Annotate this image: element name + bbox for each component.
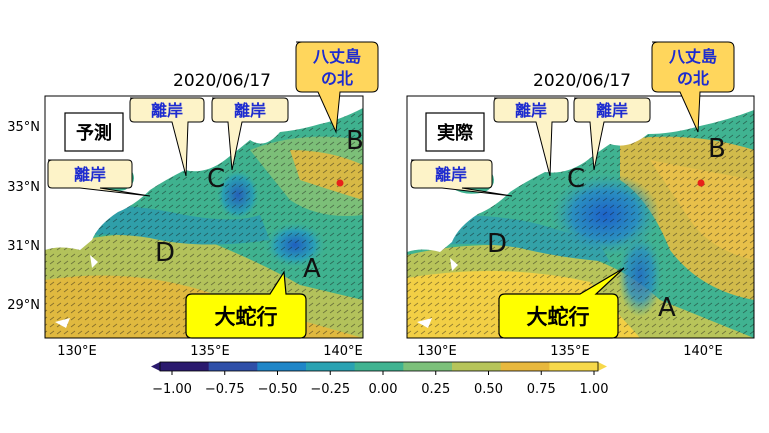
- colorbar-segment: [403, 362, 453, 371]
- colorbar-extend-low: [151, 362, 160, 371]
- colorbar-segment: [208, 362, 258, 371]
- colorbar-tick-label: 0.00: [369, 382, 398, 397]
- panel-tag: 実際: [437, 122, 474, 144]
- colorbar-tick-label: 0.50: [474, 382, 503, 397]
- lat-tick: 31°N: [7, 239, 40, 254]
- region-label-C: C: [567, 164, 585, 194]
- lon-tick: 140°E: [323, 344, 363, 359]
- svg-text:八丈島: 八丈島: [668, 47, 717, 66]
- panel-tag: 予測: [76, 122, 112, 144]
- lon-axis: 130°E 135°E 140°E: [417, 344, 723, 359]
- svg-text:離岸: 離岸: [435, 165, 467, 184]
- colorbar-tick-label: 1.00: [580, 382, 609, 397]
- colorbar-tick-label: −0.25: [310, 382, 350, 397]
- region-label-A: A: [303, 254, 321, 284]
- colorbar-segment: [500, 362, 550, 371]
- svg-text:の北: の北: [321, 69, 353, 88]
- panel-forecast: 2020/06/17 35°N 33°N 31°N 29°N 130°E 135…: [7, 41, 379, 359]
- colorbar-segment: [452, 362, 502, 371]
- point-marker: [336, 179, 344, 187]
- region-label-C: C: [207, 164, 225, 194]
- colorbar-tick-label: 0.75: [527, 382, 556, 397]
- panel-actual: 2020/06/17 130°E 135°E 140°E 実際 A B C D …: [406, 41, 755, 359]
- svg-text:離岸: 離岸: [234, 101, 266, 120]
- lat-tick: 33°N: [7, 180, 40, 195]
- colorbar-segment: [306, 362, 356, 371]
- map-date: 2020/06/17: [173, 71, 271, 91]
- svg-text:離岸: 離岸: [151, 101, 183, 120]
- lon-tick: 130°E: [417, 344, 457, 359]
- svg-text:の北: の北: [677, 69, 709, 88]
- callout-kishi-mid: 離岸: [129, 97, 205, 177]
- svg-text:大蛇行: 大蛇行: [527, 305, 590, 329]
- callout-dakou: 大蛇行: [185, 270, 307, 339]
- svg-text:大蛇行: 大蛇行: [215, 305, 278, 329]
- callout-kishi-east: 離岸: [211, 97, 289, 171]
- lat-tick: 35°N: [7, 120, 40, 135]
- region-label-D: D: [487, 229, 507, 259]
- map-date: 2020/06/17: [533, 71, 631, 91]
- region-label-A: A: [658, 293, 676, 323]
- callout-dakou: 大蛇行: [498, 267, 625, 339]
- lon-tick: 135°E: [550, 344, 590, 359]
- region-label-B: B: [346, 126, 364, 156]
- colorbar-tick-label: −0.75: [205, 382, 245, 397]
- svg-text:八丈島: 八丈島: [312, 47, 361, 66]
- colorbar-tick-label: −1.00: [152, 382, 192, 397]
- callout-kishi-west: 離岸: [410, 159, 513, 197]
- callout-hachijo: 八丈島 の北: [295, 41, 379, 134]
- callout-kishi-mid: 離岸: [493, 97, 569, 177]
- colorbar-extend-high: [598, 362, 607, 371]
- colorbar-segment: [549, 362, 599, 371]
- region-label-B: B: [708, 134, 726, 164]
- colorbar-segment: [160, 362, 210, 371]
- lon-axis: 130°E 135°E 140°E: [57, 344, 363, 359]
- lon-tick: 130°E: [57, 344, 97, 359]
- colorbar-segment: [354, 362, 404, 371]
- callout-hachijo: 八丈島 の北: [651, 41, 735, 133]
- svg-text:離岸: 離岸: [515, 101, 547, 120]
- colorbar-tick-label: −0.50: [258, 382, 298, 397]
- lon-tick: 135°E: [190, 344, 230, 359]
- colorbar: −1.00 −0.75 −0.50 −0.25 0.00 0.25 0.50 0.75 1.00: [151, 361, 609, 397]
- lat-tick: 29°N: [7, 298, 40, 313]
- callout-kishi-west: 離岸: [47, 159, 151, 197]
- lat-axis: 35°N 33°N 31°N 29°N: [7, 120, 40, 313]
- lon-tick: 140°E: [683, 344, 723, 359]
- colorbar-tick-label: 0.25: [421, 382, 450, 397]
- callout-kishi-east: 離岸: [573, 97, 651, 171]
- colorbar-segment: [257, 362, 307, 371]
- point-marker: [697, 179, 705, 187]
- svg-text:離岸: 離岸: [74, 165, 106, 184]
- svg-text:離岸: 離岸: [596, 101, 628, 120]
- region-label-D: D: [155, 238, 175, 268]
